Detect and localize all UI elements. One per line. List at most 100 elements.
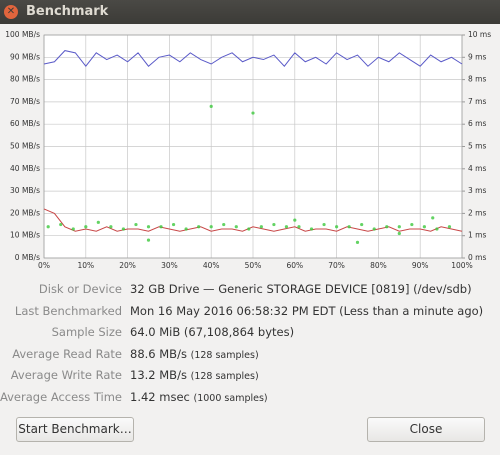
data-point bbox=[284, 225, 289, 229]
x-tick-label: 10% bbox=[77, 261, 94, 270]
y-tick-label: 100 MB/s bbox=[5, 30, 40, 39]
data-point bbox=[372, 227, 376, 231]
info-value-group: 13.2 MB/s (128 samples) bbox=[130, 368, 259, 382]
data-point bbox=[222, 222, 226, 227]
y-tick-label: 80 MB/s bbox=[10, 75, 40, 84]
data-point bbox=[355, 240, 360, 244]
window-close[interactable]: ✕ bbox=[4, 5, 18, 19]
data-point bbox=[397, 225, 401, 229]
y2-tick-label: 2 ms bbox=[468, 208, 486, 217]
data-point bbox=[360, 222, 364, 227]
x-tick-label: 90% bbox=[412, 261, 429, 270]
y2-tick-label: 0 ms bbox=[468, 253, 486, 262]
data-point bbox=[297, 225, 301, 229]
data-point bbox=[109, 225, 113, 229]
y2-tick-label: 7 ms bbox=[468, 97, 486, 106]
info-value: Mon 16 May 2016 06:58:32 PM EDT (Less th… bbox=[130, 303, 484, 318]
data-point bbox=[251, 111, 255, 115]
info-note: (128 samples) bbox=[190, 349, 259, 361]
info-value-group: 32 GB Drive — Generic STORAGE DEVICE [08… bbox=[130, 282, 472, 296]
data-point bbox=[121, 227, 126, 231]
data-point bbox=[322, 222, 326, 227]
info-value: 1.42 msec bbox=[130, 390, 190, 404]
y2-tick-label: 4 ms bbox=[468, 164, 486, 173]
benchmark-chart: 0 MB/s 10 MB/s 20 MB/s 30 MB/s 40 MB/s 50 MB/… bbox=[5, 30, 491, 270]
y2-tick-label: 8 ms bbox=[468, 75, 486, 84]
info-value: 13.2 MB/s bbox=[130, 368, 187, 383]
info-label: Average Access Time bbox=[0, 390, 122, 404]
close-button[interactable]: Close bbox=[367, 417, 485, 442]
data-line bbox=[43, 208, 463, 232]
y-tick-label: 0 MB/s bbox=[15, 253, 40, 262]
start-benchmark-button[interactable]: Start Benchmark… bbox=[16, 417, 134, 442]
data-point bbox=[335, 225, 339, 229]
data-point bbox=[309, 227, 314, 231]
x-tick-label: 60% bbox=[286, 261, 303, 270]
data-point bbox=[385, 225, 389, 229]
data-point bbox=[272, 222, 276, 227]
info-label: Average Write Rate bbox=[10, 368, 122, 383]
x-tick-label: 100% bbox=[451, 261, 472, 270]
info-value-group: 64.0 MiB (67,108,864 bytes) bbox=[130, 325, 294, 339]
x-tick-label: 40% bbox=[203, 261, 220, 270]
info-label: Sample Size bbox=[51, 325, 122, 340]
data-point bbox=[209, 104, 213, 108]
info-value-group: 1.42 msec (1000 samples) bbox=[130, 390, 268, 404]
x-tick-label: 0% bbox=[38, 261, 50, 270]
x-tick-label: 80% bbox=[370, 261, 387, 270]
info-label: Last Benchmarked bbox=[14, 303, 122, 318]
data-line bbox=[43, 50, 463, 68]
info-value-group: Mon 16 May 2016 06:58:32 PM EDT (Less th… bbox=[130, 304, 483, 318]
x-tick-label: 70% bbox=[328, 261, 345, 270]
info-value: 88.6 MB/s bbox=[130, 346, 187, 361]
data-point bbox=[134, 222, 138, 227]
info-note: (128 samples) bbox=[190, 371, 259, 383]
info-value: 32 GB Drive — Generic STORAGE DEVICE [08… bbox=[130, 282, 472, 296]
window-title: Benchmark bbox=[26, 4, 109, 19]
info-value-group: 88.6 MB/s (128 samples) bbox=[130, 347, 259, 361]
data-point bbox=[259, 225, 263, 229]
plot-border bbox=[43, 34, 463, 259]
data-point bbox=[435, 227, 439, 231]
data-point bbox=[146, 225, 151, 229]
data-point bbox=[159, 225, 163, 229]
y-tick-label: 40 MB/s bbox=[10, 164, 40, 173]
y2-tick-label: 1 ms bbox=[468, 231, 486, 240]
data-point bbox=[171, 222, 176, 227]
x-tick-label: 20% bbox=[119, 261, 136, 270]
info-label: Disk or Device bbox=[38, 282, 122, 296]
data-point bbox=[146, 238, 151, 242]
y-tick-label: 20 MB/s bbox=[10, 208, 40, 217]
data-point bbox=[422, 225, 426, 229]
data-point bbox=[84, 225, 88, 229]
y2-tick-label: 6 ms bbox=[468, 119, 486, 128]
x-tick-label: 30% bbox=[161, 261, 178, 270]
data-point bbox=[397, 231, 401, 236]
y-tick-label: 90 MB/s bbox=[10, 52, 40, 61]
data-point bbox=[209, 225, 213, 229]
y2-tick-label: 3 ms bbox=[468, 186, 486, 195]
info-note: (1000 samples) bbox=[193, 393, 268, 404]
y2-tick-label: 9 ms bbox=[468, 52, 486, 61]
data-point bbox=[184, 227, 188, 231]
data-point bbox=[46, 225, 50, 229]
y-tick-label: 60 MB/s bbox=[10, 119, 40, 128]
y-tick-label: 10 MB/s bbox=[10, 231, 40, 240]
data-point bbox=[59, 222, 63, 227]
title-bar: ✕ Benchmark bbox=[0, 0, 500, 24]
x-tick-label: 50% bbox=[245, 261, 262, 270]
y-tick-label: 50 MB/s bbox=[10, 142, 40, 151]
data-point bbox=[410, 222, 414, 227]
y2-tick-label: 10 ms bbox=[468, 30, 491, 39]
data-point bbox=[247, 227, 251, 231]
info-label: Average Read Rate bbox=[12, 346, 122, 361]
y-tick-label: 30 MB/s bbox=[10, 186, 40, 195]
data-point bbox=[197, 225, 201, 229]
info-value: 64.0 MiB (67,108,864 bytes) bbox=[130, 325, 295, 340]
data-point bbox=[96, 220, 100, 224]
data-point bbox=[347, 225, 351, 229]
y2-tick-label: 5 ms bbox=[468, 142, 486, 151]
y-tick-label: 70 MB/s bbox=[10, 97, 40, 106]
data-point bbox=[234, 225, 238, 229]
